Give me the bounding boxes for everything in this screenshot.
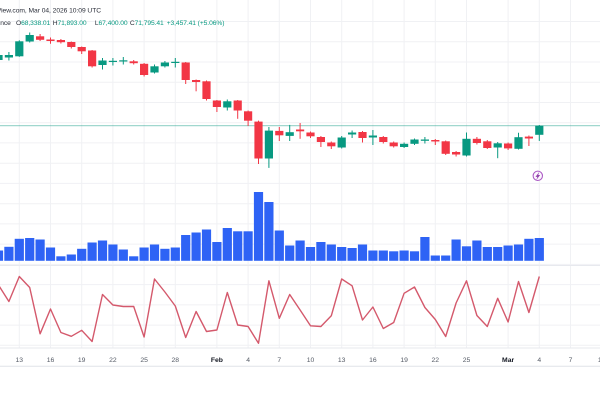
svg-text:4: 4 <box>246 357 250 364</box>
svg-text:25: 25 <box>140 357 148 364</box>
svg-text:13: 13 <box>16 357 24 364</box>
svg-text:22: 22 <box>432 357 440 364</box>
svg-text:19: 19 <box>400 357 408 364</box>
svg-text:25: 25 <box>463 357 471 364</box>
svg-text:28: 28 <box>172 357 180 364</box>
svg-text:Mar: Mar <box>502 357 514 364</box>
svg-text:16: 16 <box>47 357 55 364</box>
svg-text:22: 22 <box>109 357 117 364</box>
svg-text:7: 7 <box>277 357 281 364</box>
svg-text:13: 13 <box>338 357 346 364</box>
svg-text:Feb: Feb <box>211 357 223 364</box>
svg-text:7: 7 <box>569 357 573 364</box>
svg-text:10: 10 <box>598 357 600 364</box>
svg-text:10: 10 <box>307 357 315 364</box>
svg-text:16: 16 <box>369 357 377 364</box>
svg-text:4: 4 <box>537 357 541 364</box>
svg-text:View.com, Mar 04, 2026 10:09 U: View.com, Mar 04, 2026 10:09 UTC <box>0 7 101 14</box>
svg-text:19: 19 <box>78 357 86 364</box>
